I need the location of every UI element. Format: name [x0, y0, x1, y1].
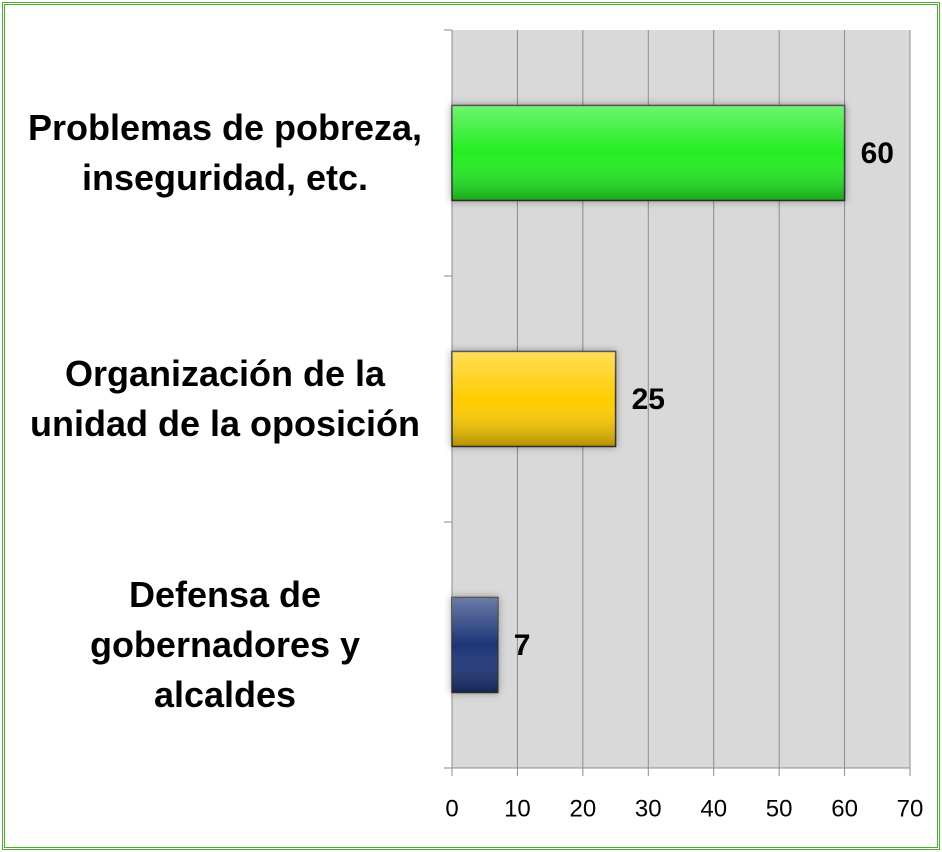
value-label: 7 — [514, 629, 531, 662]
x-tick-label: 60 — [831, 795, 858, 822]
x-tick-label: 40 — [700, 795, 727, 822]
value-label: 60 — [861, 137, 894, 170]
category-label: Organización de la unidad de la oposició… — [29, 353, 421, 444]
x-tick-label: 70 — [897, 795, 924, 822]
category-label: Defensa de gobernadores y alcaldes — [89, 574, 361, 715]
value-label: 25 — [632, 383, 665, 416]
x-tick-label: 20 — [570, 795, 597, 822]
x-tick-label: 30 — [635, 795, 662, 822]
x-tick-label: 0 — [445, 795, 458, 822]
x-tick-label: 10 — [504, 795, 531, 822]
category-label: Problemas de pobreza, inseguridad, etc. — [27, 107, 423, 198]
x-tick-label: 50 — [766, 795, 793, 822]
bar-shade — [452, 351, 616, 447]
bar-shade — [452, 597, 498, 693]
bar-shade — [452, 105, 845, 201]
